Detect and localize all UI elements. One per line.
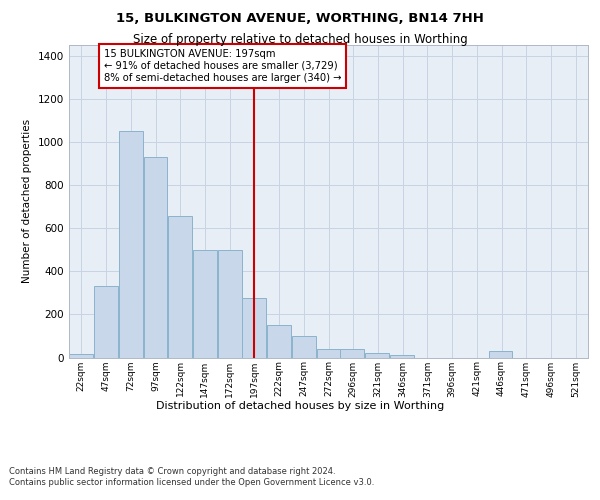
Bar: [389, 356, 413, 358]
Bar: [119, 131, 143, 358]
Bar: [242, 298, 266, 358]
Bar: [70, 354, 94, 358]
Bar: [143, 157, 167, 358]
Bar: [317, 349, 340, 358]
Text: Contains HM Land Registry data © Crown copyright and database right 2024.
Contai: Contains HM Land Registry data © Crown c…: [9, 468, 374, 487]
Bar: [94, 286, 118, 358]
Bar: [267, 325, 291, 358]
Bar: [365, 353, 389, 358]
Bar: [488, 351, 512, 358]
Text: Size of property relative to detached houses in Worthing: Size of property relative to detached ho…: [133, 32, 467, 46]
Text: 15, BULKINGTON AVENUE, WORTHING, BN14 7HH: 15, BULKINGTON AVENUE, WORTHING, BN14 7H…: [116, 12, 484, 26]
Y-axis label: Number of detached properties: Number of detached properties: [22, 119, 32, 284]
Bar: [340, 349, 364, 358]
Bar: [218, 250, 242, 358]
Bar: [292, 336, 316, 357]
Bar: [193, 250, 217, 358]
Bar: [168, 216, 192, 358]
Text: Distribution of detached houses by size in Worthing: Distribution of detached houses by size …: [156, 401, 444, 411]
Text: 15 BULKINGTON AVENUE: 197sqm
← 91% of detached houses are smaller (3,729)
8% of : 15 BULKINGTON AVENUE: 197sqm ← 91% of de…: [104, 50, 341, 82]
